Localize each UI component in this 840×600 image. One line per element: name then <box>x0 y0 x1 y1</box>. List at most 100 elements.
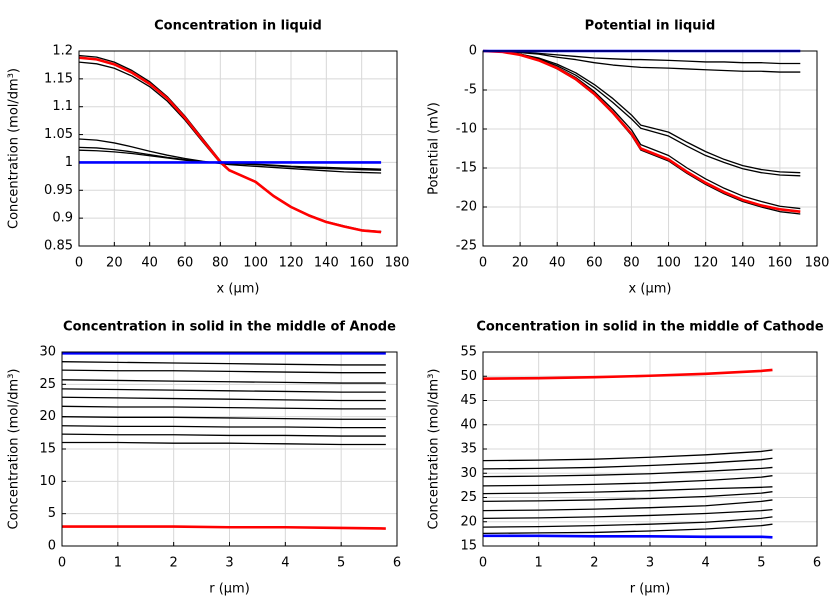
y-tick-label: 45 <box>460 393 477 408</box>
y-tick-label: -5 <box>464 83 477 98</box>
data-line <box>482 516 773 528</box>
data-line <box>62 441 386 446</box>
x-tick-label: 2 <box>170 556 178 571</box>
chart-title: Concentration in liquid <box>154 19 322 34</box>
x-tick-label: 20 <box>512 256 529 271</box>
y-tick-label: 0.85 <box>44 239 73 254</box>
y-tick-label: 25 <box>39 377 56 392</box>
data-line <box>482 50 801 174</box>
y-tick-label: 50 <box>460 369 477 384</box>
data-line <box>78 149 382 170</box>
x-tick-label: 100 <box>243 256 268 271</box>
y-axis-label: Concentration (mol/dm³) <box>7 369 22 530</box>
x-tick-label: 100 <box>656 256 681 271</box>
y-tick-label: 1.2 <box>52 44 73 59</box>
data-line <box>483 534 773 539</box>
y-tick-label: 5 <box>48 506 56 521</box>
x-tick-label: 180 <box>385 256 410 271</box>
data-line <box>482 523 773 535</box>
chart-title: Concentration in solid in the middle of … <box>476 320 824 335</box>
x-tick-label: 5 <box>757 556 765 571</box>
data-line <box>78 61 382 233</box>
data-line <box>61 361 386 366</box>
x-tick-label: 2 <box>590 556 598 571</box>
data-line <box>482 50 801 177</box>
x-tick-label: 4 <box>702 556 710 571</box>
x-tick-label: 60 <box>586 256 603 271</box>
chart-title: Concentration in solid in the middle of … <box>63 320 396 335</box>
data-line <box>78 138 382 174</box>
x-tick-label: 40 <box>141 256 158 271</box>
y-tick-label: 0.9 <box>52 211 73 226</box>
data-line <box>78 56 382 234</box>
y-tick-label: -15 <box>456 161 477 176</box>
data-line <box>482 368 773 380</box>
x-tick-label: 5 <box>337 556 345 571</box>
y-tick-label: -20 <box>456 200 477 215</box>
data-line <box>61 379 386 384</box>
x-tick-label: 0 <box>75 256 83 271</box>
data-line <box>483 50 801 73</box>
x-axis-label: x (μm) <box>629 282 672 297</box>
data-line <box>482 466 773 478</box>
x-tick-label: 6 <box>393 556 401 571</box>
y-tick-label: 1.05 <box>44 127 73 142</box>
x-tick-label: 0 <box>479 256 487 271</box>
data-line <box>61 425 386 429</box>
x-tick-label: 60 <box>177 256 194 271</box>
data-line <box>483 50 801 65</box>
x-tick-label: 20 <box>106 256 123 271</box>
x-tick-label: 4 <box>281 556 289 571</box>
chart-title: Potential in liquid <box>585 19 716 34</box>
x-tick-label: 140 <box>730 256 755 271</box>
y-tick-label: 0 <box>469 44 477 59</box>
y-tick-label: 55 <box>460 345 477 360</box>
y-axis-label: Potential (mV) <box>427 102 442 195</box>
x-tick-label: 0 <box>479 556 487 571</box>
x-axis-label: r (μm) <box>209 582 250 597</box>
x-tick-label: 160 <box>349 256 374 271</box>
x-tick-label: 1 <box>114 556 122 571</box>
y-tick-label: -25 <box>456 239 477 254</box>
x-axis-label: r (μm) <box>630 582 671 597</box>
data-line <box>482 475 773 487</box>
data-line <box>61 388 386 393</box>
y-axis-label: Concentration (mol/dm³) <box>427 369 442 530</box>
data-line <box>78 146 382 171</box>
y-tick-label: 20 <box>39 409 56 424</box>
x-tick-label: 160 <box>767 256 792 271</box>
y-tick-label: 10 <box>39 474 56 489</box>
data-line <box>482 508 773 520</box>
data-line <box>61 369 386 374</box>
data-line <box>61 396 386 402</box>
y-tick-label: 1.1 <box>52 99 73 114</box>
data-line <box>62 525 386 530</box>
y-tick-label: 25 <box>460 490 477 505</box>
data-line <box>61 433 386 437</box>
y-tick-label: 35 <box>460 442 477 457</box>
x-tick-label: 120 <box>279 256 304 271</box>
y-tick-label: 30 <box>39 345 56 360</box>
y-tick-label: 1 <box>65 155 73 170</box>
data-line <box>61 416 386 420</box>
y-tick-label: 0.95 <box>44 183 73 198</box>
y-tick-label: 30 <box>460 466 477 481</box>
plot-frame <box>61 351 398 547</box>
y-tick-label: -10 <box>456 122 477 137</box>
data-line <box>61 405 386 410</box>
data-line <box>482 49 801 213</box>
data-line <box>78 54 382 233</box>
data-line <box>482 50 801 215</box>
plot-frame <box>482 351 818 547</box>
x-tick-label: 40 <box>549 256 566 271</box>
data-line <box>482 486 773 495</box>
data-line <box>482 50 801 210</box>
x-tick-label: 180 <box>805 256 830 271</box>
y-tick-label: 0 <box>48 539 56 554</box>
data-line <box>482 491 773 503</box>
x-tick-label: 120 <box>693 256 718 271</box>
y-tick-label: 1.15 <box>44 71 73 86</box>
y-tick-label: 15 <box>460 539 477 554</box>
y-axis-label: Concentration (mol/dm³) <box>7 68 22 229</box>
